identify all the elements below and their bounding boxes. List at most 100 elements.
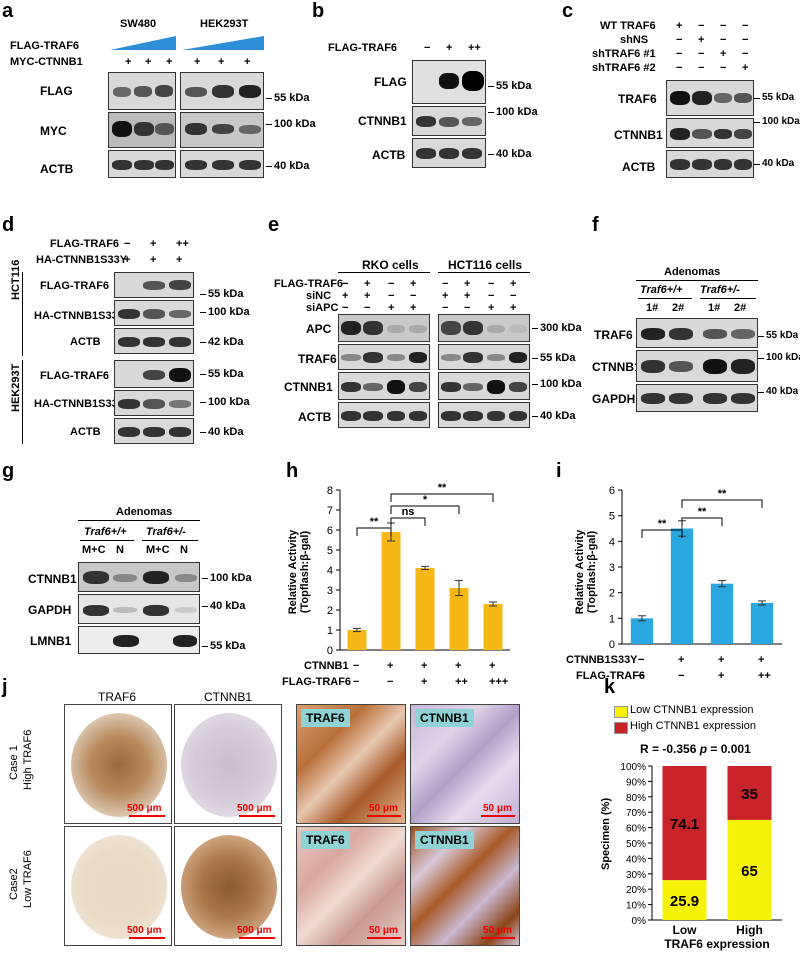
sign: −	[720, 62, 727, 74]
legend-swatch-low	[614, 706, 628, 718]
stacked-bar-segment	[662, 766, 707, 881]
panel-label-h: h	[286, 460, 299, 482]
row-label-sinc: siNC	[306, 290, 332, 302]
significance-bracket	[681, 499, 763, 508]
sign: +	[387, 660, 394, 672]
legend-high-ctnnb1: High CTNNB1 expression	[630, 720, 756, 732]
sign: +	[678, 654, 685, 666]
western-blot	[108, 72, 176, 110]
sign: +	[388, 302, 395, 314]
panel-label-d: d	[2, 214, 15, 236]
bar	[750, 602, 774, 644]
row-label-flag-traf6: FLAG-TRAF6	[328, 42, 398, 54]
western-blot	[438, 344, 530, 370]
ihc-core-image: 500 μm	[64, 704, 172, 824]
western-blot	[78, 594, 200, 624]
significance-label: **	[438, 482, 447, 494]
sign: −	[698, 20, 705, 32]
kda-marker: 40 kDa	[753, 158, 795, 169]
sign: −	[410, 290, 417, 302]
blot-label-actb: ACTB	[372, 148, 406, 162]
blot-label-ctnnb1: CTNNB1	[358, 114, 407, 128]
group-label-hek293t: HEK293T	[10, 363, 22, 412]
blot-label-traf6: TRAF6	[298, 352, 337, 366]
blot-label-ctnnb1: CTNNB1	[592, 360, 641, 374]
bar	[381, 532, 401, 650]
stacked-bar-segment	[662, 880, 707, 920]
row-label-shtraf6-2: shTRAF6 #2	[592, 62, 656, 74]
panel-label-b: b	[312, 0, 325, 22]
y-tick-label: 5	[609, 511, 615, 523]
sign: +	[145, 56, 152, 68]
y-tick-label: 100%	[620, 762, 646, 773]
y-tick-label: 4	[609, 536, 615, 548]
ihc-zoom-image: TRAF6 50 μm	[296, 704, 406, 824]
sign: +	[176, 254, 183, 266]
x-tick-label: Low	[673, 923, 698, 937]
sign: −	[698, 62, 705, 74]
bar	[347, 630, 367, 650]
western-blot	[338, 402, 430, 428]
western-blot	[438, 402, 530, 428]
y-tick-label: 7	[327, 505, 333, 517]
significance-label: **	[698, 506, 707, 518]
significance-bracket	[641, 529, 683, 538]
western-blot	[338, 372, 430, 400]
bar-chart-i: 0 1 2 3 4 5 6 ** ** **	[609, 485, 782, 651]
sign: +	[742, 62, 749, 74]
row-label-ctnnb1-s33y: CTNNB1S33Y	[566, 654, 638, 666]
sign: −	[720, 34, 727, 46]
panel-label-j: j	[2, 676, 8, 698]
kda-marker: 100 kDa	[532, 378, 582, 390]
sign: −	[424, 42, 431, 54]
kda-marker: 100 kDa	[200, 306, 250, 318]
y-axis-label: Specimen (%)	[600, 797, 612, 870]
sign: −	[353, 660, 360, 672]
y-tick-label: 2	[609, 588, 615, 600]
segment-value-label: 74.1	[670, 816, 699, 833]
significance-label: *	[423, 494, 428, 506]
ihc-zoom-image: TRAF6 50 μm	[296, 826, 406, 946]
kda-marker: 40 kDa	[199, 426, 244, 438]
image-tag-traf6: TRAF6	[301, 709, 350, 727]
sign: −	[464, 302, 471, 314]
western-blot	[338, 314, 430, 342]
significance-bracket	[390, 493, 494, 502]
sign: +	[125, 56, 132, 68]
kda-marker: 55 kDa	[531, 352, 576, 364]
genotype-label: Traf6+/+	[640, 284, 683, 296]
y-axis-label-text: Relative Activity (Topflash:β-gal)	[287, 529, 311, 615]
column-header-traf6: TRAF6	[98, 690, 137, 704]
western-blot	[636, 384, 758, 412]
y-axis-label-text: Relative Activity (Topflash:β-gal)	[574, 529, 598, 615]
sign: +	[150, 254, 157, 266]
blot-label-ctnnb1: CTNNB1	[284, 380, 333, 394]
western-blot	[114, 418, 194, 444]
blot-label-ctnnb1: CTNNB1	[614, 128, 663, 142]
case-label: Case 1	[8, 745, 20, 780]
western-blot	[114, 272, 194, 298]
dose-gradient-triangle	[182, 36, 264, 50]
scale-bar-label: 500 μm	[127, 925, 162, 936]
sign: −	[742, 20, 749, 32]
blot-label-flag: FLAG	[374, 75, 407, 89]
western-blot	[114, 390, 194, 416]
bar	[670, 528, 694, 644]
western-blot	[114, 300, 194, 326]
sign: +	[510, 302, 517, 314]
blot-label: ACTB	[70, 336, 101, 348]
scale-bar-label: 500 μm	[237, 803, 272, 814]
scale-bar-label: 500 μm	[237, 925, 272, 936]
statistics-label: R = -0.356 p = 0.001	[640, 742, 751, 756]
western-blot	[666, 118, 754, 148]
y-tick-label: 80%	[626, 793, 646, 804]
western-blot	[108, 150, 176, 178]
blot-label-apc: APC	[306, 322, 332, 336]
y-tick-label: 3	[327, 585, 333, 597]
sign: −	[124, 238, 131, 250]
kda-marker: 40 kDa	[201, 600, 246, 612]
western-blot	[636, 350, 758, 382]
lane-label: 1#	[708, 302, 721, 314]
genotype-label: Traf6+/-	[146, 526, 186, 538]
